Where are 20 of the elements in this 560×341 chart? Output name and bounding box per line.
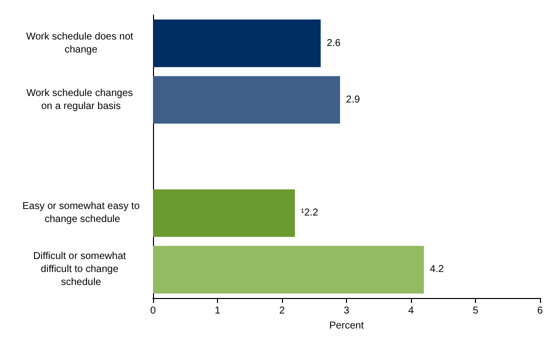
y-tick-label: Work schedule changes on a regular basis	[26, 88, 136, 112]
bar	[153, 189, 295, 237]
x-tick-label: 6	[537, 306, 544, 316]
x-tick-label: 5	[472, 306, 479, 316]
y-tick-label: Work schedule does not change	[26, 31, 136, 56]
bar	[153, 246, 424, 294]
x-tick-label: 2	[279, 306, 286, 316]
x-tick-label: 3	[344, 306, 350, 316]
x-tick-label: 0	[150, 306, 156, 316]
x-tick-label: 1	[214, 306, 221, 316]
y-tick-label: Difficult or somewhat difficult to change schedule	[33, 251, 129, 288]
bar	[153, 20, 321, 68]
data-label: ¹2.2	[300, 208, 319, 219]
data-label: 2.9	[346, 94, 360, 106]
bar	[153, 76, 340, 124]
data-label: 2.6	[326, 38, 342, 49]
x-tick-label: 4	[408, 306, 414, 316]
x-axis-title: Percent	[329, 320, 364, 332]
y-tick-label: Easy or somewhat easy to change schedule	[22, 201, 140, 226]
data-label: 4.2	[430, 264, 444, 276]
